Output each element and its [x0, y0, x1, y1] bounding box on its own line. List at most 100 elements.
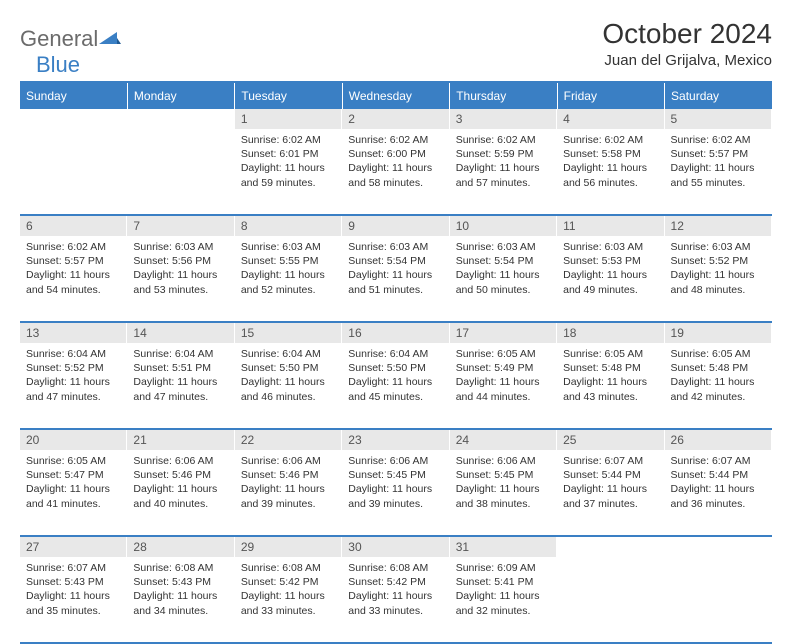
day-number-30: 30 [342, 537, 449, 557]
day-number-29: 29 [235, 537, 342, 557]
day-cell-10: Sunrise: 6:03 AMSunset: 5:54 PMDaylight:… [450, 236, 557, 322]
sunrise-text: Sunrise: 6:05 AM [26, 454, 121, 468]
day-cell-17: Sunrise: 6:05 AMSunset: 5:49 PMDaylight:… [450, 343, 557, 429]
daylight-text: Daylight: 11 hours and 42 minutes. [671, 375, 766, 403]
day-cell-31: Sunrise: 6:09 AMSunset: 5:41 PMDaylight:… [450, 557, 557, 643]
day-cell-4: Sunrise: 6:02 AMSunset: 5:58 PMDaylight:… [557, 129, 664, 215]
daylight-text: Daylight: 11 hours and 37 minutes. [563, 482, 658, 510]
day-cell-23: Sunrise: 6:06 AMSunset: 5:45 PMDaylight:… [342, 450, 449, 536]
day-cell-19: Sunrise: 6:05 AMSunset: 5:48 PMDaylight:… [665, 343, 772, 429]
sunset-text: Sunset: 5:48 PM [671, 361, 766, 375]
week-1-daynum-row: 6789101112 [20, 215, 772, 236]
day-cell-8: Sunrise: 6:03 AMSunset: 5:55 PMDaylight:… [235, 236, 342, 322]
daylight-text: Daylight: 11 hours and 47 minutes. [26, 375, 121, 403]
day-number-7: 7 [127, 216, 234, 236]
sunrise-text: Sunrise: 6:04 AM [241, 347, 336, 361]
daylight-text: Daylight: 11 hours and 46 minutes. [241, 375, 336, 403]
day-number-empty [20, 109, 127, 115]
day-cell-26: Sunrise: 6:07 AMSunset: 5:44 PMDaylight:… [665, 450, 772, 536]
sunset-text: Sunset: 5:59 PM [456, 147, 551, 161]
sunrise-text: Sunrise: 6:05 AM [671, 347, 766, 361]
daylight-text: Daylight: 11 hours and 47 minutes. [133, 375, 228, 403]
week-3-content-row: Sunrise: 6:05 AMSunset: 5:47 PMDaylight:… [20, 450, 772, 536]
week-4-content-row: Sunrise: 6:07 AMSunset: 5:43 PMDaylight:… [20, 557, 772, 643]
sunset-text: Sunset: 5:51 PM [133, 361, 228, 375]
sunset-text: Sunset: 5:57 PM [671, 147, 766, 161]
daylight-text: Daylight: 11 hours and 52 minutes. [241, 268, 336, 296]
week-2-daynum-row: 13141516171819 [20, 322, 772, 343]
sunrise-text: Sunrise: 6:05 AM [563, 347, 658, 361]
sunset-text: Sunset: 5:42 PM [241, 575, 336, 589]
sunset-text: Sunset: 5:46 PM [133, 468, 228, 482]
day-number-6: 6 [20, 216, 127, 236]
day-cell-13: Sunrise: 6:04 AMSunset: 5:52 PMDaylight:… [20, 343, 127, 429]
sunrise-text: Sunrise: 6:02 AM [348, 133, 443, 147]
sunset-text: Sunset: 5:50 PM [348, 361, 443, 375]
day-number-17: 17 [450, 323, 557, 343]
day-number-11: 11 [557, 216, 664, 236]
day-cell-15: Sunrise: 6:04 AMSunset: 5:50 PMDaylight:… [235, 343, 342, 429]
sunset-text: Sunset: 5:43 PM [133, 575, 228, 589]
calendar-table: SundayMondayTuesdayWednesdayThursdayFrid… [20, 83, 772, 644]
sunrise-text: Sunrise: 6:04 AM [133, 347, 228, 361]
day-header-friday: Friday [557, 83, 664, 109]
day-number-1: 1 [235, 109, 342, 129]
day-header-monday: Monday [127, 83, 234, 109]
day-cell-12: Sunrise: 6:03 AMSunset: 5:52 PMDaylight:… [665, 236, 772, 322]
day-number-8: 8 [235, 216, 342, 236]
sunset-text: Sunset: 6:00 PM [348, 147, 443, 161]
day-cell-29: Sunrise: 6:08 AMSunset: 5:42 PMDaylight:… [235, 557, 342, 643]
day-number-27: 27 [20, 537, 127, 557]
sunrise-text: Sunrise: 6:06 AM [241, 454, 336, 468]
day-number-24: 24 [450, 430, 557, 450]
daylight-text: Daylight: 11 hours and 45 minutes. [348, 375, 443, 403]
sunset-text: Sunset: 5:54 PM [348, 254, 443, 268]
week-3-daynum-row: 20212223242526 [20, 429, 772, 450]
sunset-text: Sunset: 5:44 PM [671, 468, 766, 482]
day-number-22: 22 [235, 430, 342, 450]
sunrise-text: Sunrise: 6:04 AM [348, 347, 443, 361]
sunset-text: Sunset: 5:56 PM [133, 254, 228, 268]
daylight-text: Daylight: 11 hours and 41 minutes. [26, 482, 121, 510]
daylight-text: Daylight: 11 hours and 58 minutes. [348, 161, 443, 189]
day-header-thursday: Thursday [450, 83, 557, 109]
day-number-13: 13 [20, 323, 127, 343]
week-0-daynum-row: 12345 [20, 109, 772, 129]
day-number-23: 23 [342, 430, 449, 450]
day-of-week-header-row: SundayMondayTuesdayWednesdayThursdayFrid… [20, 83, 772, 109]
day-cell-24: Sunrise: 6:06 AMSunset: 5:45 PMDaylight:… [450, 450, 557, 536]
day-cell-empty [127, 129, 234, 215]
day-number-3: 3 [450, 109, 557, 129]
month-title: October 2024 [602, 18, 772, 50]
sunrise-text: Sunrise: 6:03 AM [456, 240, 551, 254]
sunrise-text: Sunrise: 6:06 AM [456, 454, 551, 468]
day-number-14: 14 [127, 323, 234, 343]
sunset-text: Sunset: 5:50 PM [241, 361, 336, 375]
day-number-25: 25 [557, 430, 664, 450]
sunrise-text: Sunrise: 6:03 AM [348, 240, 443, 254]
day-cell-1: Sunrise: 6:02 AMSunset: 6:01 PMDaylight:… [235, 129, 342, 215]
day-number-15: 15 [235, 323, 342, 343]
day-cell-30: Sunrise: 6:08 AMSunset: 5:42 PMDaylight:… [342, 557, 449, 643]
sunset-text: Sunset: 5:58 PM [563, 147, 658, 161]
day-cell-16: Sunrise: 6:04 AMSunset: 5:50 PMDaylight:… [342, 343, 449, 429]
day-number-10: 10 [450, 216, 557, 236]
sunset-text: Sunset: 5:45 PM [348, 468, 443, 482]
day-number-empty [557, 537, 664, 543]
sunset-text: Sunset: 5:47 PM [26, 468, 121, 482]
day-number-20: 20 [20, 430, 127, 450]
sunset-text: Sunset: 5:49 PM [456, 361, 551, 375]
day-number-28: 28 [127, 537, 234, 557]
sunset-text: Sunset: 5:45 PM [456, 468, 551, 482]
daylight-text: Daylight: 11 hours and 57 minutes. [456, 161, 551, 189]
logo-text-general: General [20, 26, 98, 52]
sunrise-text: Sunrise: 6:02 AM [241, 133, 336, 147]
daylight-text: Daylight: 11 hours and 39 minutes. [348, 482, 443, 510]
week-4-daynum-row: 2728293031 [20, 536, 772, 557]
day-cell-28: Sunrise: 6:08 AMSunset: 5:43 PMDaylight:… [127, 557, 234, 643]
sunrise-text: Sunrise: 6:07 AM [26, 561, 121, 575]
daylight-text: Daylight: 11 hours and 40 minutes. [133, 482, 228, 510]
day-number-4: 4 [557, 109, 664, 129]
daylight-text: Daylight: 11 hours and 59 minutes. [241, 161, 336, 189]
day-cell-18: Sunrise: 6:05 AMSunset: 5:48 PMDaylight:… [557, 343, 664, 429]
